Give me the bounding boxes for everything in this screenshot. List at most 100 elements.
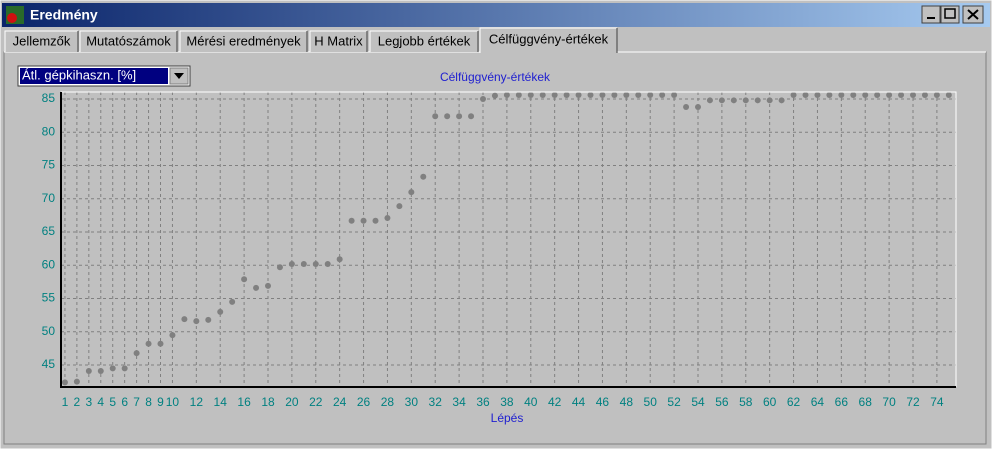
data-point: [444, 113, 451, 120]
x-tick-label: 30: [405, 395, 419, 409]
tab-label: Célfüggvény-értékek: [489, 31, 609, 46]
data-point: [181, 316, 188, 323]
y-tick-label: 60: [42, 257, 56, 271]
data-point: [396, 203, 403, 210]
tab[interactable]: Mérési eredmények: [179, 30, 308, 52]
data-point: [587, 91, 594, 98]
y-tick-label: 65: [42, 224, 56, 238]
tab[interactable]: Célfüggvény-értékek: [479, 27, 618, 53]
x-tick-label: 10: [166, 395, 180, 409]
data-point: [73, 378, 80, 385]
data-point: [229, 298, 236, 305]
data-point: [814, 91, 821, 98]
tab-edge-light: [479, 27, 617, 53]
x-tick-label: 32: [429, 395, 443, 409]
plot-border-dark: [60, 92, 956, 388]
y-tick-label: 80: [42, 124, 56, 138]
data-point: [264, 282, 271, 289]
x-tick-label: 7: [133, 395, 140, 409]
data-point: [539, 91, 546, 98]
data-point: [527, 91, 534, 98]
close-button[interactable]: [962, 5, 984, 24]
tab-face: [370, 31, 478, 52]
x-tick-label: 42: [548, 395, 562, 409]
x-tick-label: 20: [285, 395, 299, 409]
data-point: [551, 91, 558, 98]
y-tick-label: 45: [42, 357, 56, 371]
data-point: [647, 91, 654, 98]
data-point: [312, 260, 319, 267]
x-tick-label: 2: [74, 395, 81, 409]
data-point: [790, 91, 797, 98]
data-point: [276, 264, 283, 271]
data-point: [802, 91, 809, 98]
data-point: [360, 217, 367, 224]
minimize-button[interactable]: [921, 5, 941, 24]
data-point: [432, 113, 439, 120]
plot-border-light: [61, 91, 957, 387]
tab[interactable]: Mutatószámok: [79, 30, 178, 52]
y-tick-label: 55: [42, 291, 56, 305]
x-tick-label: 48: [620, 395, 634, 409]
x-tick-label: 64: [811, 395, 825, 409]
data-point: [336, 256, 343, 263]
tab[interactable]: Jellemzők: [4, 30, 79, 52]
chart-title: Célfüggvény-értékek: [440, 70, 551, 84]
data-point: [874, 91, 881, 98]
maximize-button[interactable]: [940, 5, 960, 24]
x-axis-label: Lépés: [491, 411, 524, 425]
data-point: [671, 91, 678, 98]
x-tick-label: 24: [333, 395, 347, 409]
x-tick-label: 38: [500, 395, 514, 409]
tab-label: Jellemzők: [13, 33, 71, 48]
x-tick-label: 28: [381, 395, 395, 409]
y-tick-label: 50: [42, 324, 56, 338]
data-point: [253, 284, 260, 291]
data-point: [945, 91, 952, 98]
data-point: [324, 260, 331, 267]
data-point: [157, 340, 164, 347]
tab-edge-light: [309, 30, 367, 52]
tab[interactable]: H Matrix: [309, 30, 368, 52]
data-point: [348, 217, 355, 224]
data-point: [611, 91, 618, 98]
data-point: [838, 91, 845, 98]
data-point: [372, 217, 379, 224]
tab-face: [80, 31, 177, 52]
dropdown[interactable]: Átl. gépkihaszn. [%]: [17, 65, 191, 87]
x-tick-label: 60: [763, 395, 777, 409]
data-point: [145, 340, 152, 347]
x-tick-label: 50: [644, 395, 658, 409]
data-point: [563, 91, 570, 98]
x-tick-label: 58: [739, 395, 753, 409]
data-point: [479, 95, 486, 102]
data-point: [205, 316, 212, 323]
tab-face: [180, 31, 307, 52]
tab-edge-light: [4, 30, 78, 52]
x-tick-label: 56: [715, 395, 729, 409]
tab[interactable]: Legjobb értékek: [369, 30, 479, 52]
tab-edge-light: [369, 30, 478, 52]
data-point: [217, 308, 224, 315]
y-tick-label: 70: [42, 191, 56, 205]
x-tick-label: 26: [357, 395, 371, 409]
x-tick-label: 70: [882, 395, 896, 409]
x-tick-label: 72: [906, 395, 920, 409]
data-point: [659, 91, 666, 98]
data-point: [623, 91, 630, 98]
data-point: [241, 276, 248, 283]
data-point: [778, 97, 785, 104]
x-tick-label: 44: [572, 395, 586, 409]
tab-face: [480, 28, 617, 53]
data-point: [706, 97, 713, 104]
data-point: [909, 91, 916, 98]
data-point: [133, 350, 140, 357]
x-tick-label: 3: [85, 395, 92, 409]
plot-area: [61, 92, 956, 387]
data-point: [169, 332, 176, 339]
y-tick-label: 75: [42, 158, 56, 172]
tab-label: Mutatószámok: [86, 33, 171, 48]
x-tick-label: 40: [524, 395, 538, 409]
